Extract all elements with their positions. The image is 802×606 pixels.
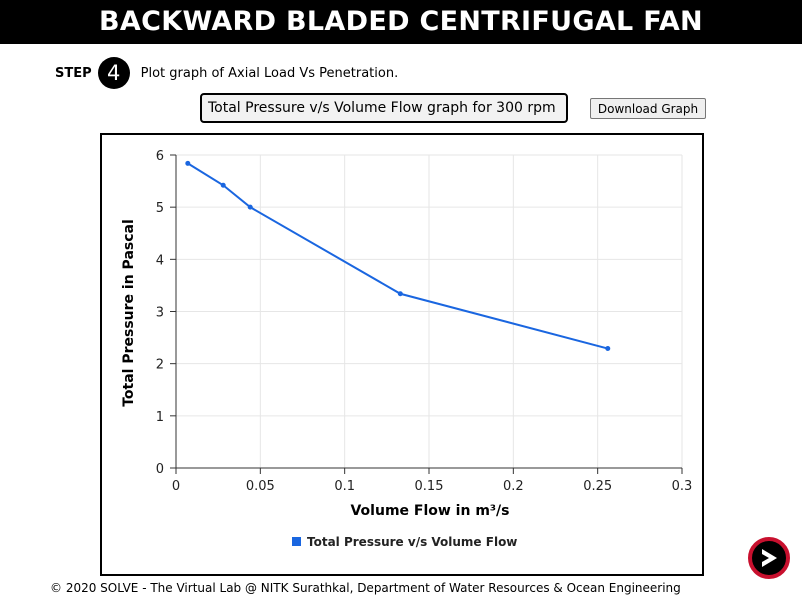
data-point [185, 160, 191, 166]
y-tick-label: 4 [156, 253, 164, 268]
download-graph-button[interactable]: Download Graph [590, 98, 706, 119]
step-row: STEP 4 Plot graph of Axial Load Vs Penet… [55, 57, 399, 89]
x-tick-label: 0.05 [246, 479, 275, 494]
y-tick-label: 2 [156, 358, 164, 373]
grid-lines [176, 154, 683, 468]
data-point [247, 204, 253, 210]
legend-entry: Total Pressure v/s Volume Flow [307, 535, 517, 549]
chart-container: 0 1 2 3 4 5 6 0 0.05 0.1 0.15 0.2 0.25 0.3 Volume Flo… [100, 133, 704, 576]
legend-marker [292, 537, 301, 546]
series-line [187, 162, 609, 350]
axes [170, 154, 683, 474]
y-tick-label: 6 [156, 149, 164, 164]
step-instruction: Plot graph of Axial Load Vs Penetration. [140, 65, 399, 81]
data-point [605, 346, 611, 352]
step-number-badge: 4 [97, 57, 130, 89]
chart-svg: 0 1 2 3 4 5 6 0 0.05 0.1 0.15 0.2 0.25 0.3 Volume Flo… [121, 149, 693, 549]
x-tick-label: 0.3 [672, 479, 693, 494]
graph-select[interactable]: Total Pressure v/s Volume Flow graph for… [200, 93, 568, 123]
y-axis-label: Total Pressure in Pascal [121, 219, 137, 407]
x-tick-label: 0.2 [503, 479, 524, 494]
x-tick-label: 0 [172, 479, 180, 494]
x-tick-label: 0.15 [415, 479, 444, 494]
y-tick-label: 5 [156, 201, 164, 216]
y-tick-label: 0 [156, 462, 164, 477]
page-title: BACKWARD BLADED CENTRIFUGAL FAN [0, 0, 802, 44]
chevron-right-icon [762, 549, 777, 567]
x-tick-label: 0.25 [583, 479, 612, 494]
tick-labels: 0 1 2 3 4 5 6 0 0.05 0.1 0.15 0.2 0.25 0.3 [156, 149, 693, 494]
y-tick-label: 1 [156, 410, 164, 425]
data-point [220, 182, 226, 188]
next-button[interactable] [748, 537, 790, 579]
x-axis-label: Volume Flow in m³/s [350, 503, 509, 519]
y-tick-label: 3 [156, 306, 164, 321]
footer-credit: © 2020 SOLVE - The Virtual Lab @ NITK Su… [50, 581, 681, 595]
step-label: STEP [55, 65, 92, 81]
series [185, 160, 611, 352]
x-tick-label: 0.1 [334, 479, 355, 494]
data-point [397, 291, 403, 297]
